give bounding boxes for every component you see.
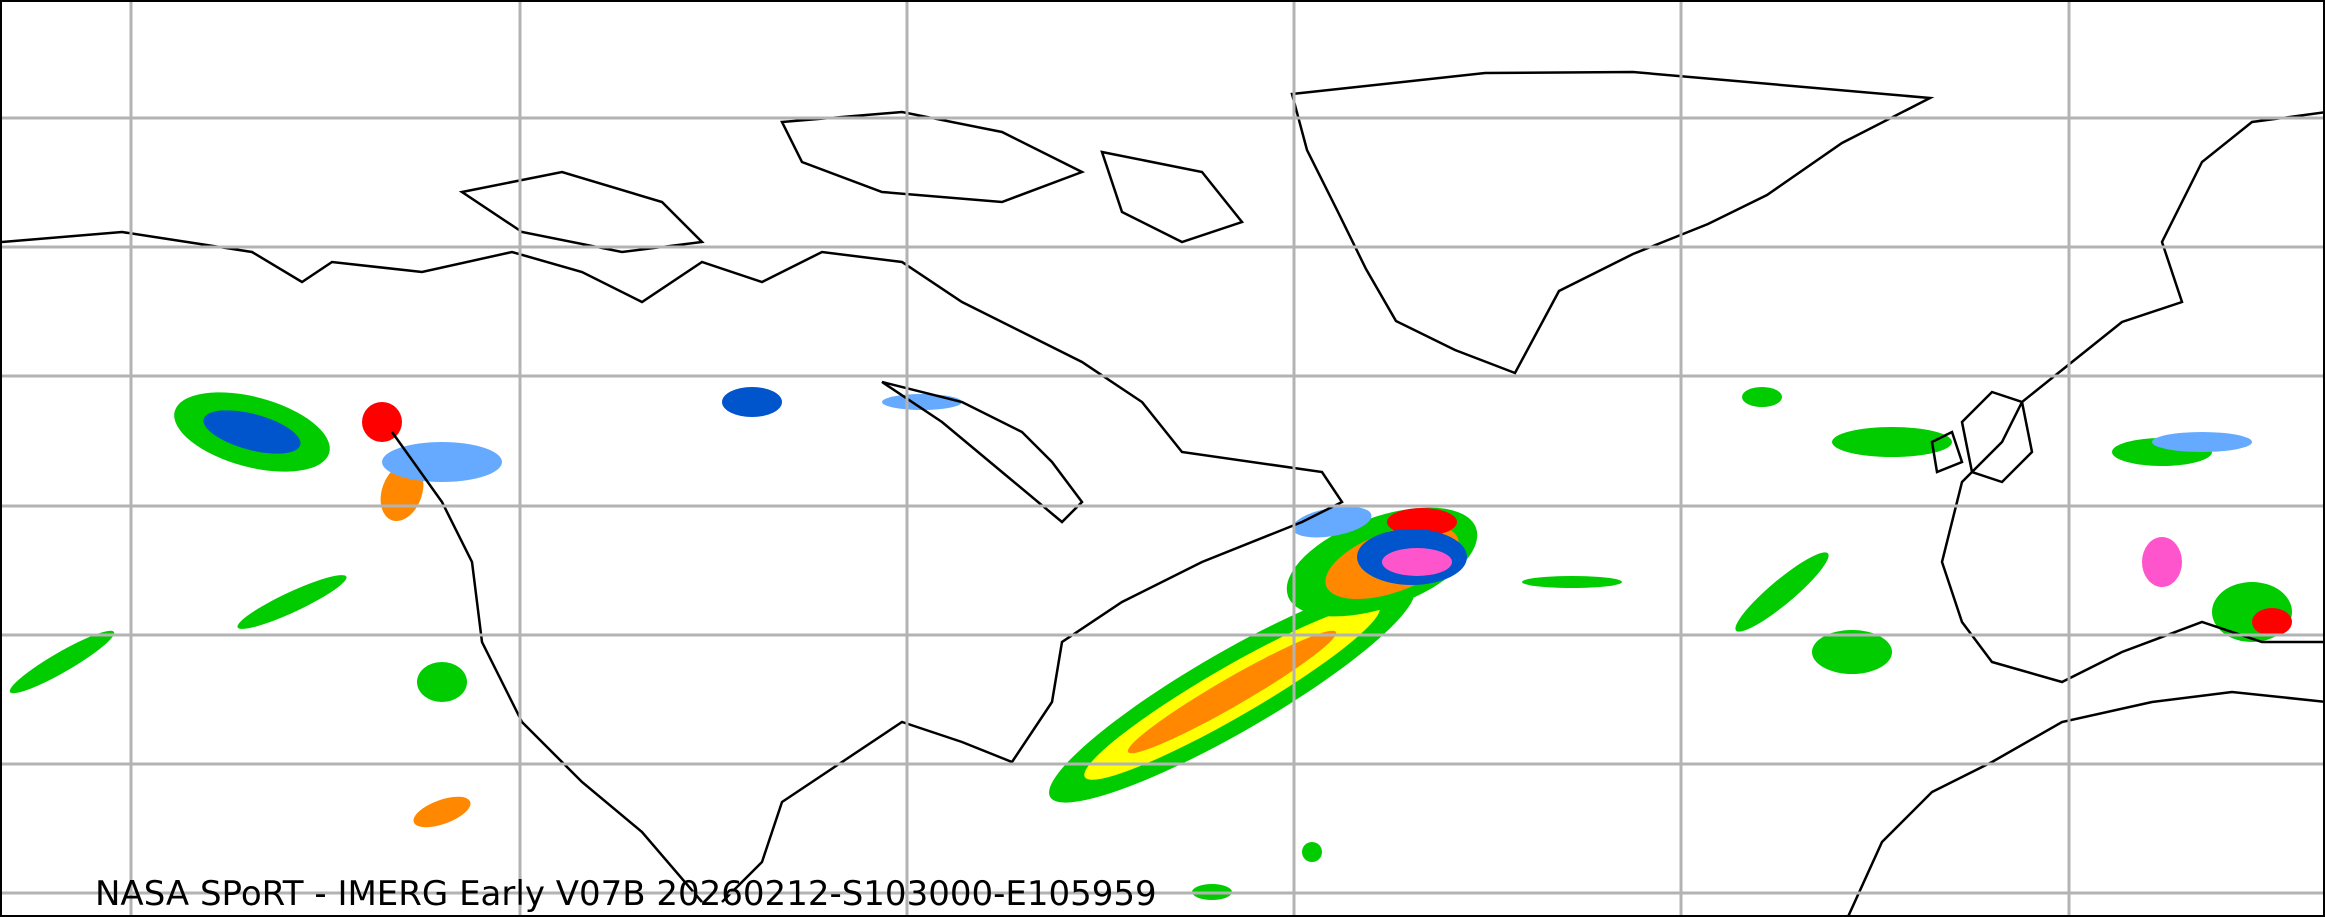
arctic-islands (458, 110, 1245, 254)
precipitation-area (417, 662, 467, 702)
precipitation-layer (9, 387, 2292, 900)
precipitation-area (722, 387, 782, 417)
precipitation-area (1387, 508, 1457, 536)
north-america-coast (2, 230, 1344, 903)
precipitation-area (9, 630, 115, 694)
precipitation-area (1812, 630, 1892, 674)
precipitation-area (382, 442, 502, 482)
precipitation-area (1302, 842, 1322, 862)
precipitation-area (237, 575, 347, 629)
hudson-bay (881, 380, 1084, 524)
precipitation-area (1382, 548, 1452, 576)
greenland-outline (1290, 70, 1935, 375)
precipitation-area (1742, 387, 1782, 407)
precipitation-area (203, 410, 301, 454)
precipitation-area (2152, 432, 2252, 452)
precipitation-area (2142, 537, 2182, 587)
coastlines (2, 70, 2323, 915)
europe-coast (1940, 111, 2323, 684)
british-isles (1930, 390, 2034, 484)
africa-coast (1847, 690, 2323, 915)
precipitation-area (1522, 576, 1622, 588)
precipitation-area (1735, 552, 1829, 632)
precipitation-area (1127, 630, 1337, 754)
west-coast (390, 431, 703, 903)
map-caption: NASA SPoRT - IMERG Early V07B 20260212-S… (95, 874, 1157, 914)
precipitation-area (1832, 427, 1952, 457)
precipitation-area (2252, 608, 2292, 636)
precipitation-area (1292, 506, 1372, 538)
precipitation-area (413, 796, 471, 828)
